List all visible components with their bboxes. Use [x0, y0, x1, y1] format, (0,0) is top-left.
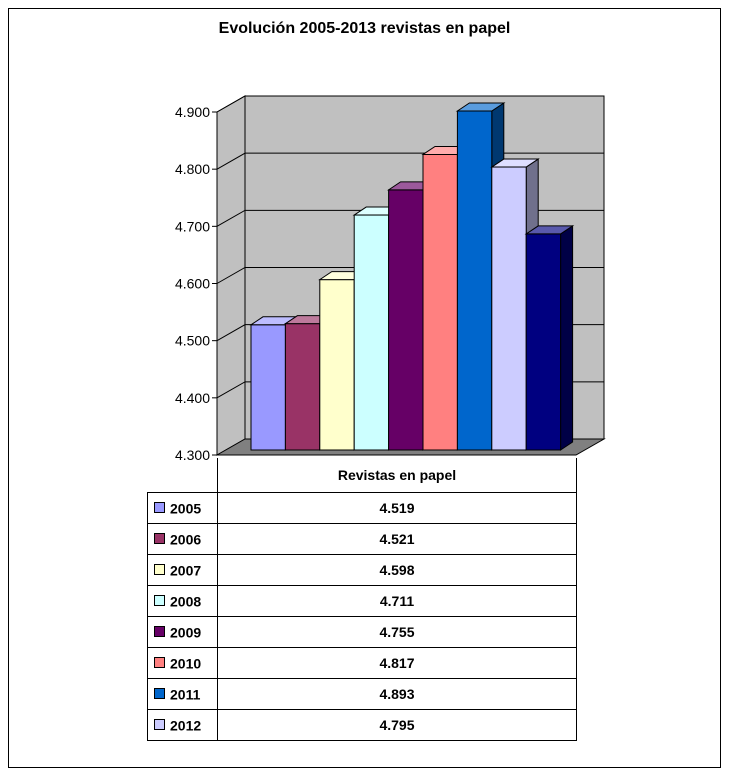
bar-front	[388, 189, 424, 451]
bar-front	[284, 323, 321, 451]
bar-top	[455, 102, 506, 112]
bar-front	[319, 279, 355, 451]
legend-entry-2008: 2008	[147, 584, 218, 617]
table-header-category: Revistas en papel	[217, 458, 577, 493]
legend-swatch	[154, 563, 165, 575]
table-row: 2010 4.817	[147, 646, 577, 679]
data-label-2007: 4.598	[217, 553, 577, 586]
legend-swatch	[154, 594, 165, 606]
legend-swatch	[154, 656, 165, 668]
legend-label: 2007	[170, 562, 202, 579]
legend-entry-2009: 2009	[147, 615, 218, 648]
data-label-2009: 4.755	[217, 615, 577, 648]
bar-front	[250, 324, 286, 451]
legend-entry-2005: 2005	[147, 491, 218, 524]
y-tick-label: 4.700	[175, 218, 210, 234]
legend-label: 2010	[170, 655, 202, 672]
legend-label: 2008	[170, 593, 202, 610]
legend-swatch	[154, 532, 165, 544]
bar-front	[456, 110, 493, 451]
data-label-2008: 4.711	[217, 584, 577, 617]
table-row: 2009 4.755	[147, 615, 577, 648]
legend-swatch	[154, 687, 165, 699]
bar-2013	[524, 224, 575, 451]
data-label-2011: 4.893	[217, 677, 577, 710]
bar-top	[490, 158, 540, 168]
data-label-2006: 4.521	[217, 522, 577, 555]
gridline	[216, 95, 604, 113]
legend-swatch	[154, 625, 165, 637]
legend-label: 2011	[170, 686, 201, 703]
y-tick-label: 4.400	[175, 390, 210, 406]
chart-title: Evolución 2005-2013 revistas en papel	[218, 20, 511, 37]
bar-front	[525, 233, 562, 451]
legend-label: 2012	[170, 717, 202, 734]
y-tick-label: 4.500	[175, 333, 210, 349]
bar-front	[422, 153, 458, 451]
legend-label: 2009	[170, 624, 202, 641]
data-label-2012: 4.795	[217, 708, 577, 741]
legend-entry-2010: 2010	[147, 646, 218, 679]
data-label-2010: 4.817	[217, 646, 577, 679]
legend-label: 2005	[170, 500, 202, 517]
legend-swatch	[154, 718, 165, 730]
table-corner	[147, 458, 218, 492]
table-row: 2007 4.598	[147, 553, 577, 586]
y-tick-label: 4.600	[175, 276, 210, 292]
legend-entry-2007: 2007	[147, 553, 218, 586]
table-row: 2006 4.521	[147, 522, 577, 555]
data-table: Revistas en papel 2005 4.519 2006 4.521 2007 4…	[147, 458, 577, 741]
table-row: 2008 4.711	[147, 584, 577, 617]
bar-front	[491, 166, 527, 451]
legend-entry-2012: 2012	[147, 708, 218, 741]
legend-entry-2011: 2011	[147, 677, 218, 710]
table-row: 2011 4.893	[147, 677, 577, 710]
legend-label: 2006	[170, 531, 202, 548]
bar-top	[524, 225, 575, 235]
table-row: 2012 4.795	[147, 708, 577, 741]
bar-side	[560, 224, 574, 451]
legend-swatch	[154, 501, 165, 513]
table-row: 2005 4.519	[147, 491, 577, 524]
y-tick-label: 4.800	[175, 161, 210, 177]
legend-entry-2006: 2006	[147, 522, 218, 555]
y-tick-label: 4.900	[175, 104, 210, 120]
data-label-2005: 4.519	[217, 491, 577, 524]
bar-front	[353, 214, 390, 451]
